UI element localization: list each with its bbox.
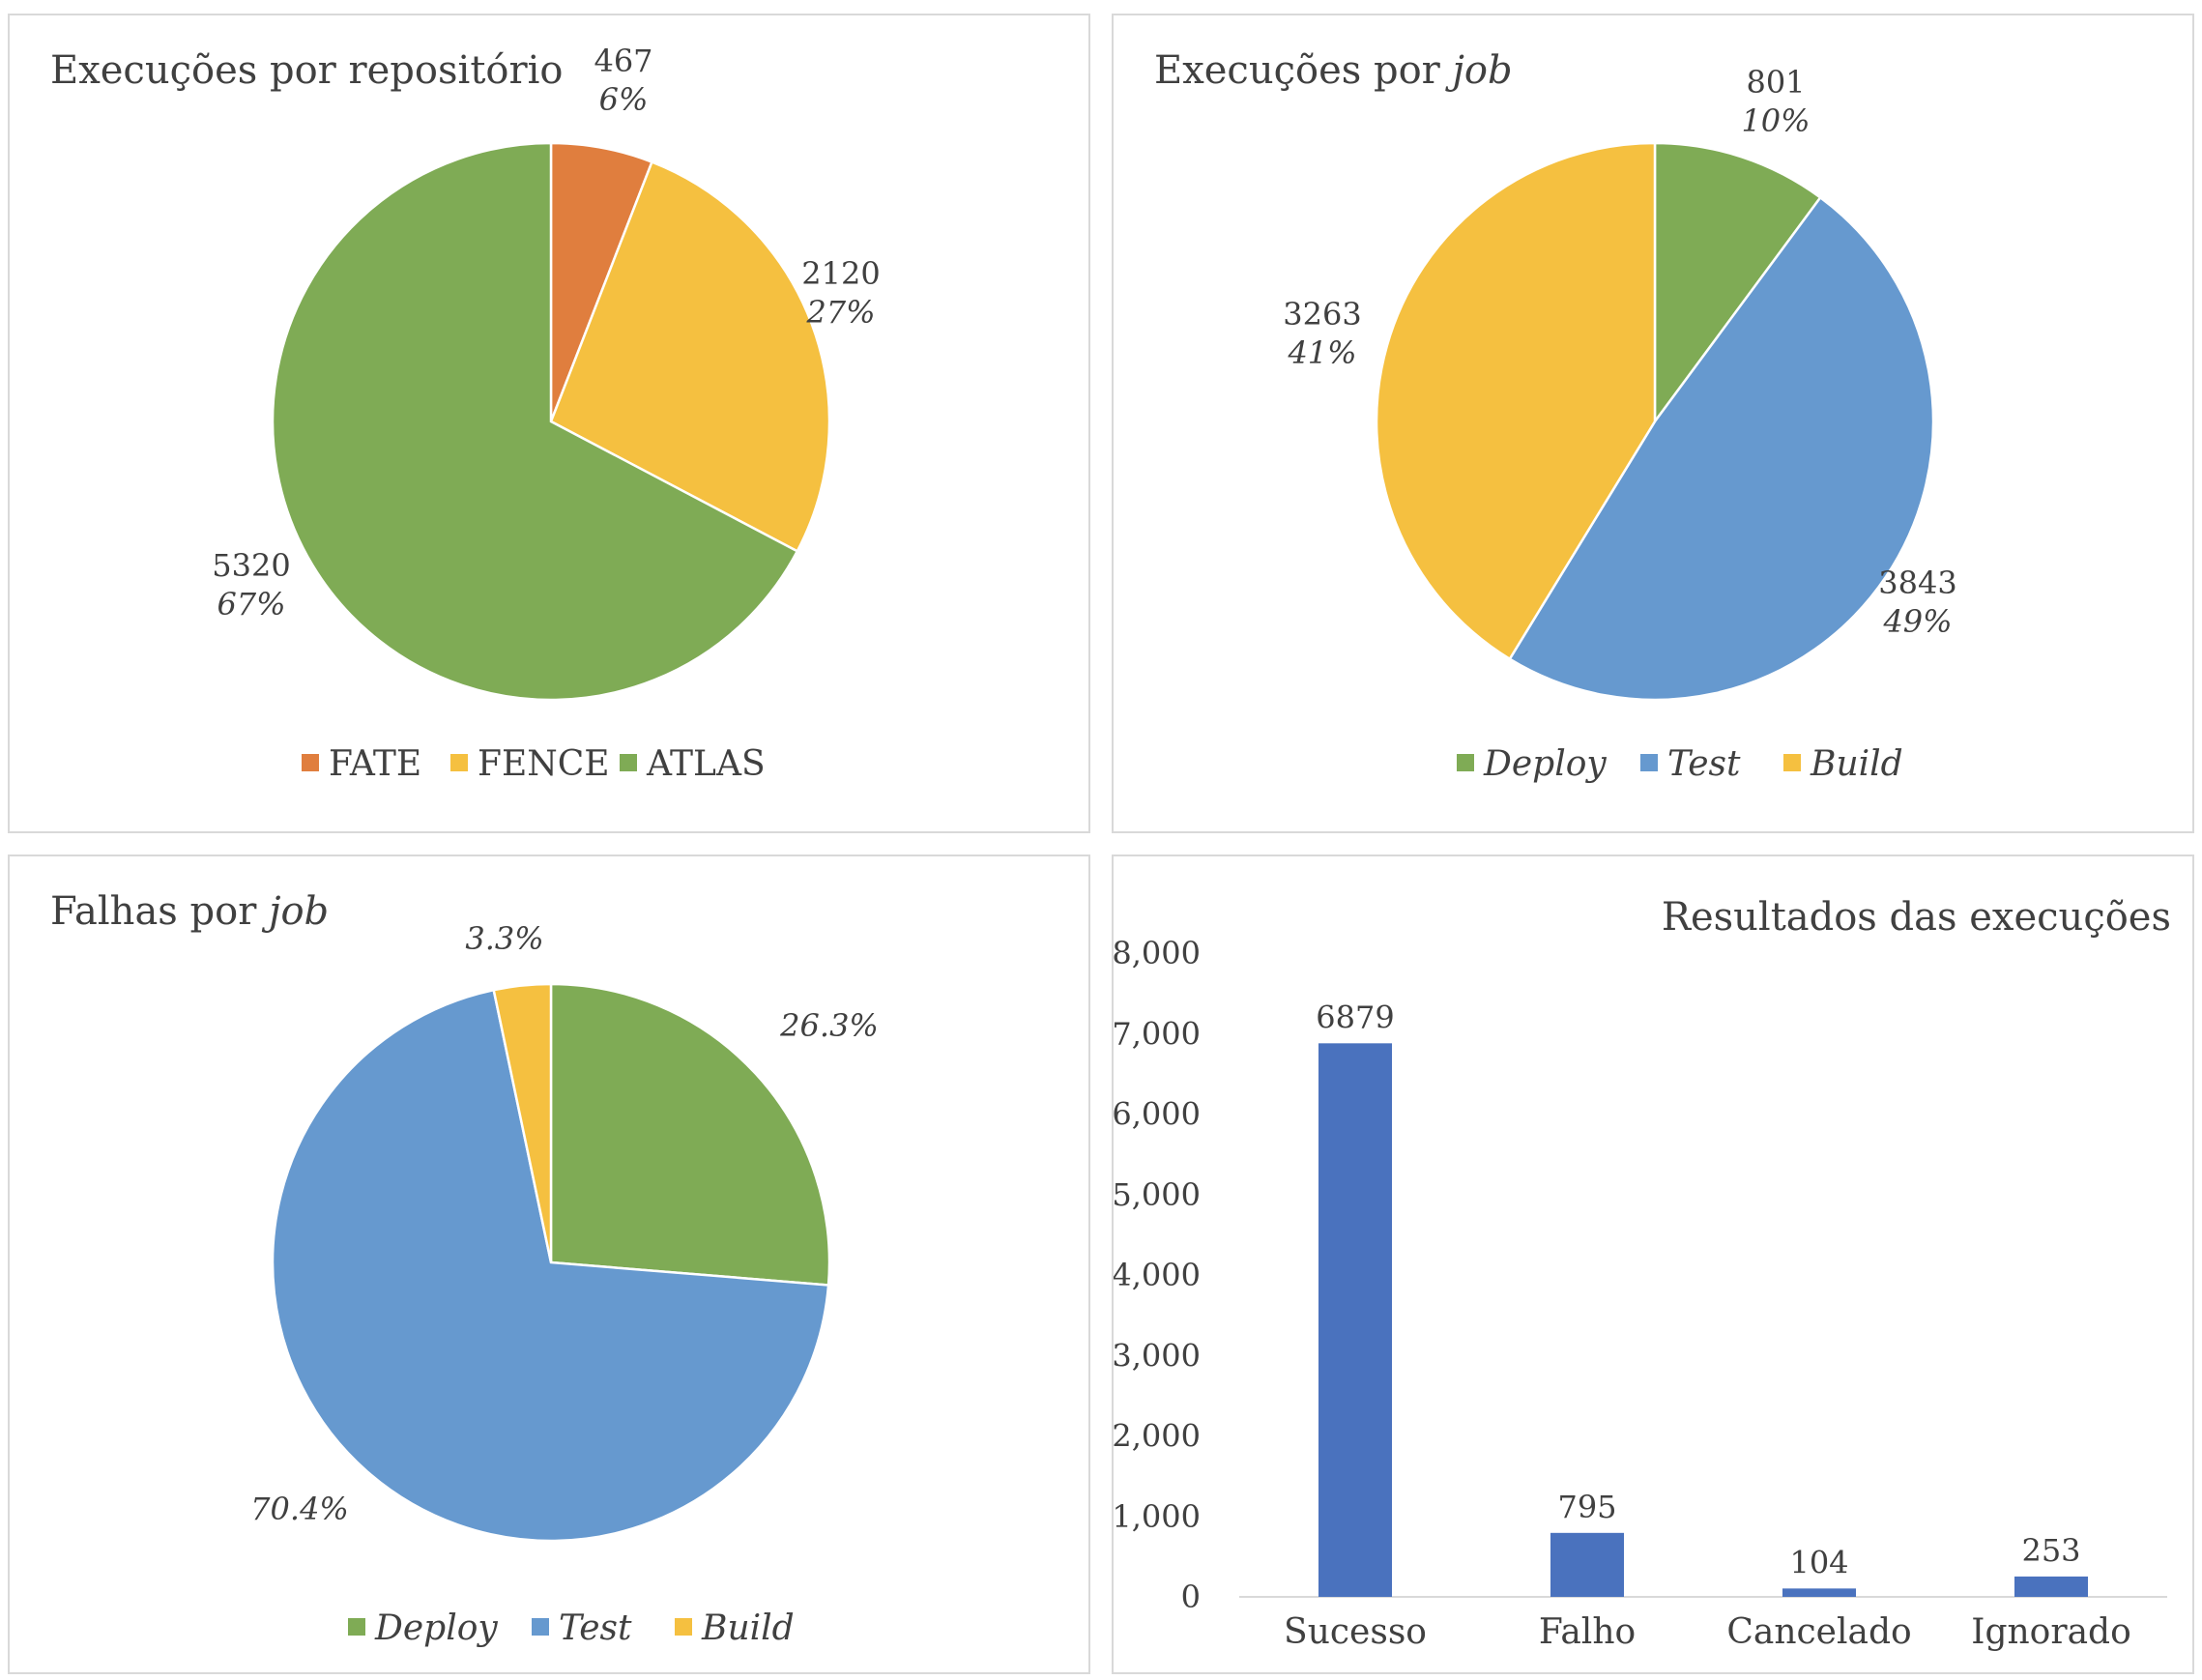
bar-value-label-sucesso: 6879 bbox=[1316, 999, 1394, 1035]
y-tick-label-3: 3,000 bbox=[1114, 1337, 1201, 1374]
falhas-pie-data-label-deploy: 26.3% bbox=[779, 1007, 879, 1044]
bar-chart-resultados: Resultados das execuções 0 1,000 2,000 3,000… bbox=[1112, 854, 2194, 1674]
bar-sucesso bbox=[1318, 1043, 1392, 1597]
falhas-pie-data-label-test: 70.4% bbox=[250, 1491, 349, 1527]
y-tick-label-7: 7,000 bbox=[1114, 1015, 1201, 1052]
falhas-pie-legend-swatch-build bbox=[675, 1618, 692, 1636]
repo-pie-data-label-atlas: 5320 67% bbox=[212, 547, 290, 623]
y-tick-label-6: 6,000 bbox=[1114, 1096, 1201, 1133]
pie-chart-job-svg: Execuções por job 801 10% 3843 49% 3263 41% Dep… bbox=[1154, 48, 1957, 784]
bar-chart-title: Resultados das execuções bbox=[1662, 895, 2171, 940]
y-tick-label-8: 8,000 bbox=[1114, 935, 1201, 971]
repo-pie-legend-swatch-fence bbox=[450, 754, 468, 771]
pie-chart-repositorio: Execuções por repositório 467 6% 2120 27% 532… bbox=[8, 14, 1090, 833]
bar-falho bbox=[1550, 1532, 1624, 1597]
job-pie-data-label-test: 3843 49% bbox=[1878, 565, 1956, 640]
falhas-pie-legend-build: Build bbox=[701, 1608, 795, 1648]
x-tick-label-ignorado: Ignorado bbox=[1971, 1612, 2131, 1652]
repo-pie-slice-fence bbox=[549, 159, 831, 553]
falhas-pie-legend-swatch-deploy bbox=[348, 1618, 365, 1636]
bar-cancelado bbox=[1782, 1588, 1856, 1597]
job-pie-legend-swatch-deploy bbox=[1457, 754, 1474, 771]
job-pie-legend-deploy: Deploy bbox=[1483, 744, 1607, 784]
job-pie-slice-build bbox=[1375, 141, 1657, 661]
repo-pie-legend-atlas: ATLAS bbox=[646, 744, 766, 784]
falhas-pie-slice-deploy bbox=[549, 982, 831, 1287]
job-pie-legend-swatch-test bbox=[1640, 754, 1658, 771]
repo-pie-slice-atlas bbox=[271, 141, 799, 702]
job-pie-data-label-deploy: 801 10% bbox=[1741, 64, 1810, 139]
falhas-pie-legend-swatch-test bbox=[532, 1618, 549, 1636]
job-pie-title: Execuções por job bbox=[1154, 48, 1513, 93]
job-pie-slice-test bbox=[1508, 195, 1935, 702]
falhas-pie-data-label-build: 3.3% bbox=[465, 920, 543, 957]
x-tick-label-falho: Falho bbox=[1539, 1612, 1636, 1652]
pie-chart-repositorio-svg: Execuções por repositório 467 6% 2120 27% 532… bbox=[50, 43, 881, 784]
falhas-pie-slice-build bbox=[492, 982, 553, 1263]
repo-pie-data-label-fence: 2120 27% bbox=[801, 255, 880, 331]
pie-chart-falhas-job: Falhas por job 26.3% 70.4% 3.3% Deploy Test Bu… bbox=[8, 854, 1090, 1674]
repo-pie-legend-fate: FATE bbox=[329, 744, 421, 784]
bar-ignorado bbox=[2014, 1576, 2088, 1597]
y-tick-label-4: 4,000 bbox=[1114, 1257, 1201, 1293]
repo-pie-legend-swatch-atlas bbox=[620, 754, 637, 771]
bar-value-label-falho: 795 bbox=[1557, 1489, 1616, 1525]
y-tick-label-2: 2,000 bbox=[1114, 1418, 1201, 1455]
x-tick-label-cancelado: Cancelado bbox=[1726, 1612, 1911, 1652]
job-pie-slice-deploy bbox=[1653, 141, 1822, 425]
falhas-pie-title: Falhas por job bbox=[50, 889, 329, 934]
falhas-pie-legend-deploy: Deploy bbox=[374, 1608, 498, 1648]
y-tick-label-1: 1,000 bbox=[1114, 1498, 1201, 1535]
pie-chart-job: Execuções por job 801 10% 3843 49% 3263 41% Dep… bbox=[1112, 14, 2194, 833]
repo-pie-legend-swatch-fate bbox=[302, 754, 319, 771]
job-pie-legend-test: Test bbox=[1667, 744, 1741, 784]
y-tick-label-0: 0 bbox=[1181, 1579, 1201, 1615]
bar-value-label-cancelado: 104 bbox=[1789, 1544, 1848, 1580]
falhas-pie-slice-test bbox=[271, 988, 830, 1543]
y-tick-label-5: 5,000 bbox=[1114, 1176, 1201, 1213]
bar-chart-resultados-svg: Resultados das execuções 0 1,000 2,000 3,000… bbox=[1114, 895, 2171, 1652]
pie-chart-falhas-job-svg: Falhas por job 26.3% 70.4% 3.3% Deploy Test Bu… bbox=[50, 889, 879, 1648]
repo-pie-title: Execuções por repositório bbox=[50, 48, 563, 93]
x-tick-label-sucesso: Sucesso bbox=[1284, 1612, 1427, 1652]
repo-pie-data-label-fate: 467 6% bbox=[594, 43, 652, 118]
bar-value-label-ignorado: 253 bbox=[2021, 1532, 2080, 1569]
falhas-pie-legend-test: Test bbox=[559, 1608, 632, 1648]
job-pie-data-label-build: 3263 41% bbox=[1283, 296, 1361, 371]
job-pie-legend-build: Build bbox=[1810, 744, 1903, 784]
repo-pie-legend-fence: FENCE bbox=[478, 744, 610, 784]
job-pie-legend-swatch-build bbox=[1783, 754, 1801, 771]
